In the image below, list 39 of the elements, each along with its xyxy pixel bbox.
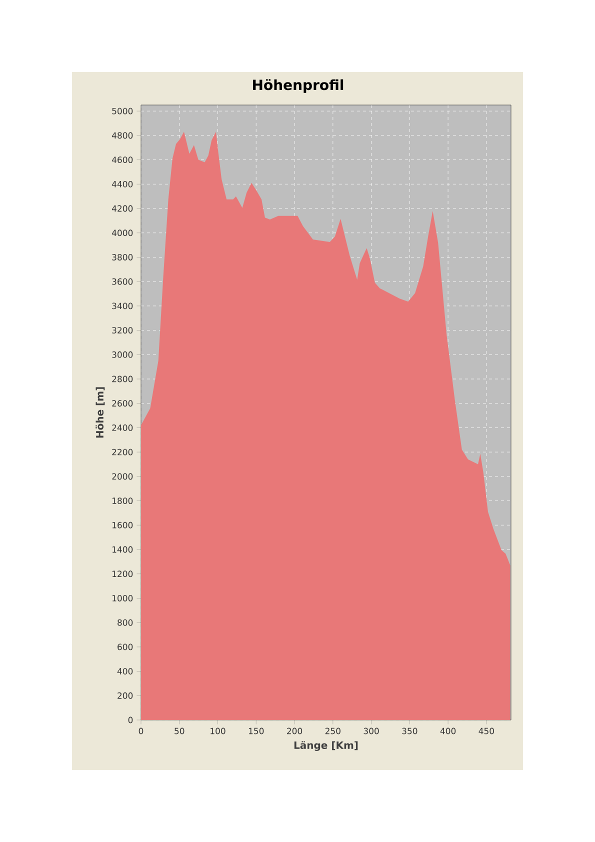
y-tick-label: 4600 [112, 156, 133, 164]
y-tick-label: 3800 [112, 254, 133, 260]
x-tick-label: 250 [325, 728, 340, 734]
x-tick-label: 150 [248, 728, 264, 734]
y-tick-label: 1800 [112, 498, 133, 504]
y-tick-label: 4800 [112, 132, 133, 139]
y-tick-label: 5000 [112, 108, 133, 114]
y-tick-label: 2000 [112, 473, 133, 480]
x-tick-label: 0 [138, 728, 144, 734]
y-tick-label: 1200 [112, 570, 133, 578]
y-tick-label: 3200 [112, 327, 133, 334]
y-tick-label: 600 [118, 644, 133, 650]
y-axis-title: Höhe [m] [96, 387, 105, 438]
y-tick-label: 2800 [112, 376, 133, 382]
y-tick-label: 4200 [112, 205, 133, 212]
y-tick-label: 200 [118, 692, 133, 699]
x-tick-label: 200 [287, 728, 302, 734]
chart-title: Höhenprofil [253, 79, 344, 93]
y-tick-label: 2600 [112, 400, 133, 407]
y-tick-label: 4000 [112, 230, 133, 236]
x-tick-label: 50 [174, 728, 184, 734]
y-tick-label: 1400 [112, 546, 133, 553]
x-tick-label: 400 [440, 728, 456, 734]
y-tick-label: 2400 [112, 424, 133, 431]
y-tick-label: 2200 [112, 448, 133, 456]
x-tick-label: 300 [364, 728, 379, 734]
y-tick-label: 3600 [112, 278, 133, 285]
x-tick-label: 100 [210, 728, 226, 734]
y-tick-label: 0 [128, 716, 133, 724]
x-tick-label: 350 [402, 728, 418, 734]
y-tick-label: 800 [118, 619, 133, 626]
x-tick-label: 450 [478, 728, 494, 734]
y-tick-label: 4400 [112, 180, 133, 188]
y-tick-label: 1000 [112, 595, 133, 602]
y-tick-label: 3400 [112, 302, 133, 310]
y-tick-label: 1600 [112, 522, 133, 528]
y-tick-label: 3000 [112, 351, 133, 358]
y-tick-label: 400 [117, 668, 133, 674]
x-axis-title: Länge [Km] [294, 741, 358, 751]
